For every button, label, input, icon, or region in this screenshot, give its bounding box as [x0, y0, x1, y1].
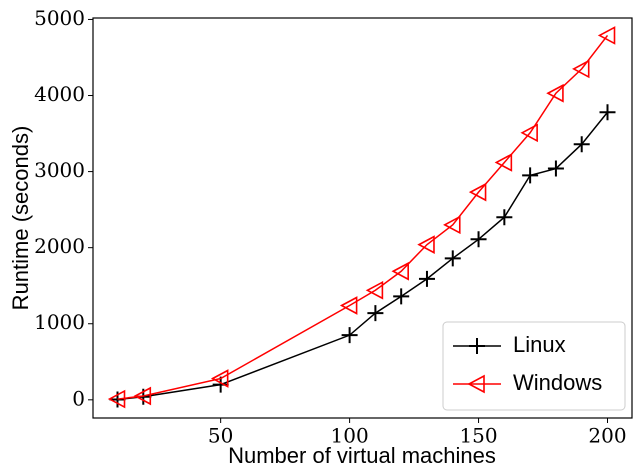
marker [391, 261, 409, 281]
y-tick-label: 4000 [34, 82, 85, 106]
marker [365, 280, 384, 300]
marker [496, 209, 513, 226]
y-tick-label: 3000 [34, 158, 85, 182]
marker [494, 153, 513, 172]
marker [522, 167, 539, 184]
marker [546, 83, 564, 103]
marker [367, 305, 384, 322]
x-tick-label: 100 [331, 424, 369, 448]
legend-marker [469, 338, 485, 354]
y-tick-label: 1000 [34, 310, 85, 334]
marker [572, 59, 590, 79]
marker [417, 235, 435, 254]
y-axis-label: Runtime (seconds) [8, 126, 33, 311]
legend-marker [467, 374, 485, 394]
marker [444, 250, 461, 267]
marker [418, 270, 435, 287]
y-tick-label: 0 [72, 386, 85, 410]
marker [393, 288, 410, 305]
x-tick-label: 50 [208, 424, 233, 448]
legend: Linux Windows [442, 321, 626, 411]
marker [210, 369, 229, 388]
marker [443, 215, 461, 235]
marker [599, 104, 616, 121]
series-line [117, 111, 609, 401]
marker [597, 26, 616, 45]
marker [468, 182, 487, 202]
marker [520, 123, 538, 143]
legend-box [442, 321, 626, 411]
marker [107, 389, 126, 409]
legend-label: Windows [513, 370, 602, 395]
legend-label: Linux [513, 332, 566, 357]
marker [573, 136, 590, 153]
series-line [117, 34, 609, 400]
marker [133, 386, 152, 406]
x-tick-label: 200 [588, 424, 626, 448]
y-tick-label: 2000 [34, 234, 85, 258]
x-tick-label: 150 [459, 424, 497, 448]
marker [547, 160, 564, 177]
plot-frame [92, 17, 633, 419]
marker [470, 231, 487, 248]
marker [341, 327, 358, 344]
y-tick-label: 5000 [34, 6, 85, 30]
x-axis-label: Number of virtual machines [228, 443, 496, 467]
marker [339, 296, 358, 315]
